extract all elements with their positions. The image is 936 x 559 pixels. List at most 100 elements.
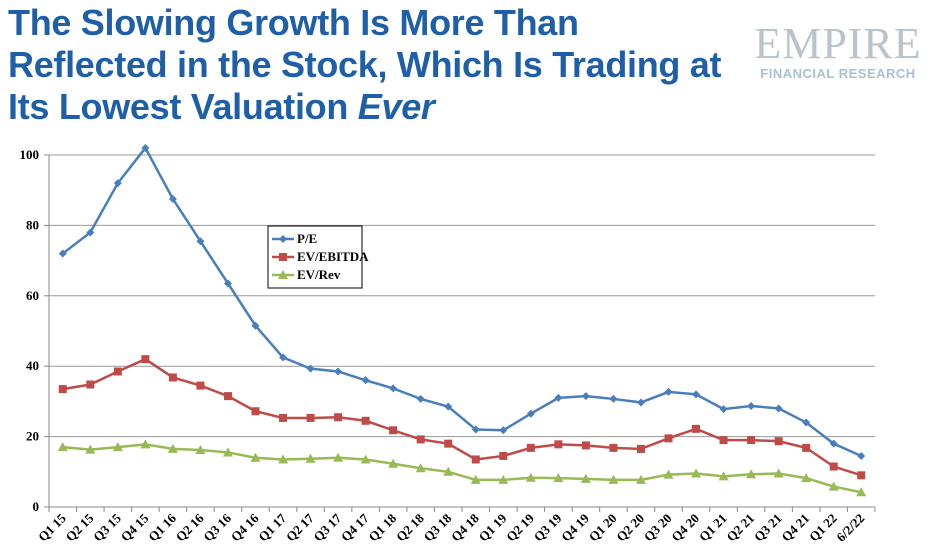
x-tick-label: Q3 19 [531,510,565,544]
data-point [554,393,563,402]
data-point [223,279,232,288]
data-point [801,473,812,483]
data-point [636,444,645,453]
x-tick-label: Q3 18 [421,510,455,544]
data-point [746,469,757,479]
data-point [196,381,205,390]
x-tick-label: Q2 20 [613,511,647,545]
y-tick-label: 20 [26,429,39,444]
data-point [306,413,315,422]
y-tick-label: 60 [26,288,39,303]
legend-label: P/E [297,231,317,246]
data-point [499,426,508,435]
data-point [444,439,453,448]
data-point [85,444,96,454]
y-tick-label: 40 [26,358,39,373]
legend-marker [279,235,287,243]
data-point [361,416,370,425]
x-tick-label: Q1 18 [365,510,399,544]
x-tick-label: Q3 15 [90,510,124,544]
x-tick-label: Q2 21 [723,511,757,545]
data-point [719,405,728,414]
data-point [664,434,673,443]
data-point [141,143,150,152]
legend-label: EV/EBITDA [297,249,369,264]
data-point [691,468,702,478]
x-tick-label: Q4 15 [118,510,152,544]
data-point [113,367,122,376]
empire-logo: EMPIRE FINANCIAL RESEARCH [748,19,928,82]
x-tick-label: Q1 19 [476,510,510,544]
data-point [498,474,509,484]
data-point [857,451,866,460]
data-point [58,249,67,258]
data-point [609,394,618,403]
data-point [361,376,370,385]
data-point [444,402,453,411]
x-tick-label: Q1 22 [806,511,840,545]
y-tick-label: 0 [33,499,40,514]
data-point [141,355,150,364]
data-point [664,387,673,396]
x-tick-label: Q4 19 [558,510,592,544]
data-point [526,443,535,452]
data-point [389,426,398,435]
data-point [636,398,645,407]
x-tick-label: Q4 18 [448,510,482,544]
x-tick-label: Q2 16 [173,510,207,544]
data-point [388,458,399,468]
data-point [856,487,867,497]
data-point [608,474,619,484]
data-point [692,390,701,399]
legend-label: EV/Rev [297,267,341,282]
x-tick-label: Q2 15 [63,510,97,544]
data-point [251,407,260,416]
data-point [692,424,701,433]
data-point [773,468,784,478]
data-point [112,442,123,452]
data-point [223,392,232,401]
data-point [635,474,646,484]
data-point [526,409,535,418]
x-tick-label: Q2 19 [503,510,537,544]
data-point [279,413,288,422]
x-tick-label: Q4 20 [668,511,702,545]
data-point [580,473,591,483]
data-point [195,444,206,454]
data-point [113,179,122,188]
data-point [168,195,177,203]
x-tick-label: Q1 15 [35,510,69,544]
data-point [719,436,728,445]
x-tick-label: Q1 16 [145,510,179,544]
y-tick-label: 100 [20,147,40,162]
data-point [360,454,371,464]
data-point [470,474,481,484]
data-point [802,443,811,452]
data-point [581,441,590,450]
data-point [416,394,425,403]
title-emphasis: Ever [357,86,435,127]
slide-title: The Slowing Growth Is More Than Reflecte… [8,2,738,128]
x-tick-label: Q1 17 [255,510,289,544]
data-point [58,385,67,394]
data-point [829,439,838,448]
data-point [334,413,343,422]
data-point [415,463,426,473]
title-text: The Slowing Growth Is More Than Reflecte… [8,2,722,127]
data-point [334,367,343,376]
data-point [774,404,783,413]
data-point [196,237,205,246]
data-point [57,442,68,452]
data-point [471,455,480,464]
logo-name: EMPIRE [754,19,922,68]
data-point [86,380,95,389]
data-point [857,471,866,480]
data-point [443,466,454,476]
data-point [167,443,178,453]
x-tick-label: Q2 17 [283,510,317,544]
data-point [222,447,233,457]
data-point [774,437,783,446]
data-point [471,425,480,434]
data-point [250,452,261,462]
